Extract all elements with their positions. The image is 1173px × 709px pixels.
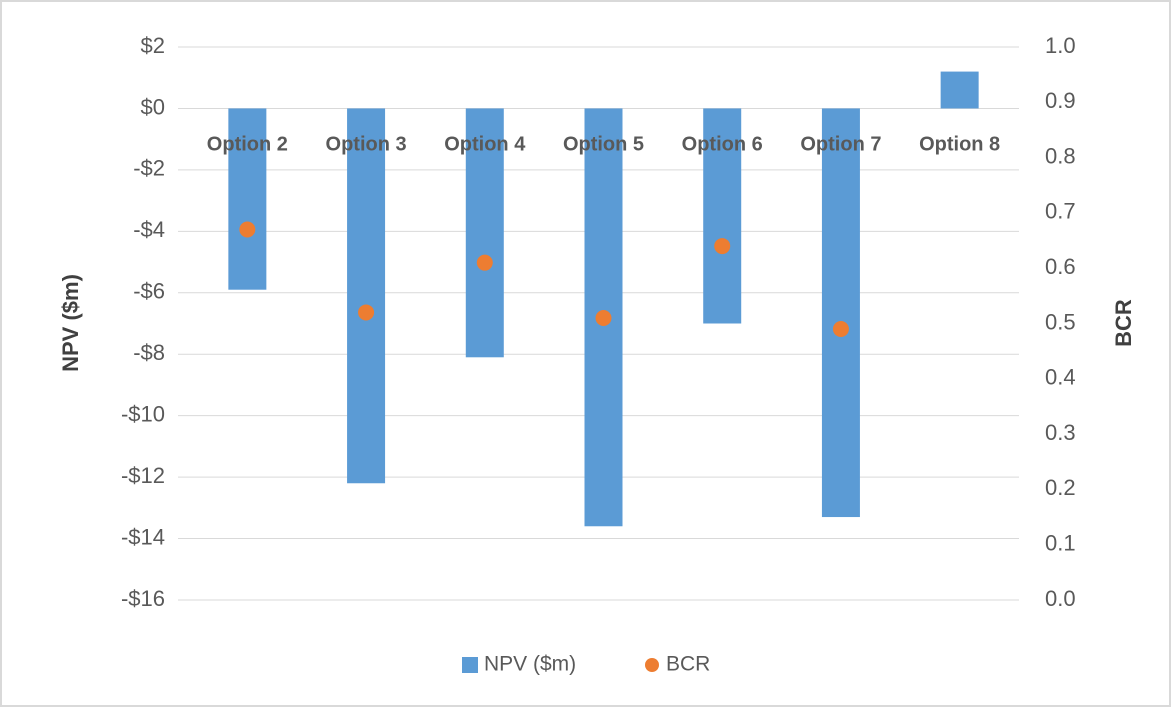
y-tick-label: $2 (141, 33, 165, 58)
y-tick-label: $0 (141, 94, 165, 119)
x-tick-label: Option 5 (563, 134, 644, 156)
point (832, 321, 849, 338)
x-tick-label: Option 8 (919, 134, 1000, 156)
point (714, 238, 731, 255)
x-tick-label: Option 2 (207, 134, 288, 156)
legend-label: NPV ($m) (484, 653, 576, 676)
y2-tick-label: 0.6 (1045, 254, 1076, 279)
legend-label: BCR (666, 653, 710, 676)
bar (347, 108, 386, 484)
y-tick-label: -$8 (133, 340, 165, 365)
bar (940, 71, 979, 109)
legend-marker (645, 658, 659, 672)
y2-tick-label: 0.8 (1045, 143, 1076, 168)
x-tick-label: Option 3 (326, 134, 407, 156)
y-axis-title: NPV ($m) (58, 274, 83, 372)
x-tick-label: Option 6 (682, 134, 763, 156)
y2-tick-label: 1.0 (1045, 33, 1076, 58)
bar (703, 108, 742, 324)
x-tick-label: Option 4 (444, 134, 526, 156)
y-tick-label: -$12 (121, 463, 165, 488)
y-tick-label: -$16 (121, 586, 165, 611)
y2-tick-label: 0.9 (1045, 88, 1076, 113)
y2-tick-label: 0.0 (1045, 586, 1076, 611)
y-tick-label: -$14 (121, 524, 165, 549)
point (358, 304, 375, 321)
x-tick-label: Option 7 (800, 134, 881, 156)
y2-tick-label: 0.5 (1045, 309, 1076, 334)
y2-tick-label: 0.1 (1045, 531, 1076, 556)
y-tick-label: -$2 (133, 156, 165, 181)
y-tick-label: -$6 (133, 279, 165, 304)
y-tick-label: -$10 (121, 401, 165, 426)
y-tick-label: -$4 (133, 217, 165, 242)
point (595, 309, 612, 326)
y2-tick-label: 0.7 (1045, 199, 1076, 224)
y2-axis-title: BCR (1111, 299, 1136, 347)
bar (821, 108, 860, 518)
point (239, 221, 256, 238)
y2-tick-label: 0.4 (1045, 365, 1076, 390)
point (476, 254, 493, 271)
y2-tick-label: 0.2 (1045, 475, 1076, 500)
bar (465, 108, 504, 358)
y2-tick-label: 0.3 (1045, 420, 1076, 445)
legend-marker (462, 657, 478, 673)
bar (228, 108, 267, 290)
